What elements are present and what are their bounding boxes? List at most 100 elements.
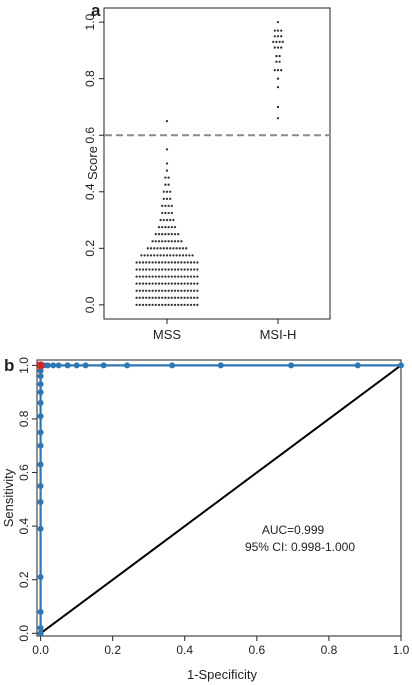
- score-dot: [135, 275, 138, 278]
- score-dot: [180, 240, 183, 243]
- score-dot: [153, 247, 156, 250]
- score-dot: [175, 247, 178, 250]
- score-dot: [165, 169, 169, 172]
- panel-a-x-ticks: MSS MSI-H: [153, 319, 296, 342]
- panel-a-y-tick-label: 0.2: [83, 240, 97, 257]
- score-dot: [148, 303, 151, 307]
- score-dot: [145, 303, 148, 307]
- score-dot: [151, 240, 154, 243]
- score-dot: [148, 296, 151, 299]
- roc-point: [354, 362, 361, 369]
- score-dot: [183, 275, 186, 278]
- panel-b-x-tick-label: 0.0: [32, 643, 49, 657]
- score-dot: [162, 218, 165, 222]
- score-dot: [161, 268, 164, 271]
- score-dot: [151, 289, 154, 292]
- score-dot: [141, 296, 145, 299]
- score-dot: [146, 254, 149, 257]
- score-dot: [183, 268, 186, 271]
- score-dot: [161, 275, 164, 278]
- score-dot: [161, 211, 164, 215]
- score-dot: [135, 282, 138, 285]
- score-dot: [191, 254, 194, 257]
- score-dot: [157, 261, 161, 264]
- score-dot: [164, 303, 167, 307]
- roc-point: [73, 362, 80, 369]
- panel-a-y-tick-label: 0.4: [83, 183, 97, 200]
- score-dot: [189, 261, 193, 264]
- score-dot: [177, 303, 180, 307]
- score-dot: [157, 303, 161, 307]
- score-dot: [183, 296, 186, 299]
- reference-diagonal-line: [40, 364, 402, 635]
- panel-a-y-axis-label: Score: [85, 146, 100, 180]
- panel-b-y-tick-label: 0.0: [17, 625, 31, 642]
- score-dot: [280, 46, 283, 49]
- score-dot: [276, 86, 280, 89]
- score-dot: [173, 303, 177, 307]
- score-dot: [172, 247, 175, 250]
- score-dot: [185, 254, 188, 257]
- panel-a-y-tick-label: 0.8: [83, 70, 97, 87]
- score-dot: [157, 275, 161, 278]
- score-dot: [162, 197, 165, 200]
- score-dot: [172, 254, 175, 257]
- score-dot: [177, 289, 180, 292]
- panel-a-y-ticks: 0.0 0.2 0.4 0.6 0.8 1.0: [83, 13, 104, 313]
- roc-point: [37, 461, 44, 468]
- score-dot: [173, 289, 177, 292]
- roc-point: [37, 630, 44, 637]
- roc-point: [64, 362, 71, 369]
- score-dot: [161, 240, 164, 243]
- score-dot: [170, 296, 173, 299]
- score-dot: [154, 240, 157, 243]
- score-dot: [161, 282, 164, 285]
- score-dot: [186, 275, 189, 278]
- score-dot: [181, 247, 185, 250]
- score-dot: [180, 289, 183, 292]
- score-dot: [180, 261, 183, 264]
- panel-b-x-tick-label: 0.8: [321, 643, 338, 657]
- score-dot: [188, 254, 191, 257]
- score-dot: [145, 261, 148, 264]
- score-dot: [135, 268, 138, 271]
- panel-b-y-tick-label: 0.6: [17, 464, 31, 481]
- score-dot: [173, 296, 177, 299]
- roc-point: [37, 429, 44, 436]
- auc-annotation: AUC=0.999: [262, 523, 325, 537]
- score-dot: [173, 225, 177, 229]
- score-dot: [143, 254, 146, 257]
- score-dot: [151, 268, 154, 271]
- roc-point: [37, 482, 44, 489]
- score-dot: [153, 254, 156, 257]
- score-dot: [157, 225, 161, 229]
- score-dot: [186, 296, 189, 299]
- score-dot: [170, 225, 173, 229]
- score-dot: [164, 183, 167, 186]
- score-dot: [169, 247, 172, 250]
- panel-b-x-tick-label: 0.2: [104, 643, 121, 657]
- score-dot: [193, 268, 196, 271]
- panel-b-label: b: [4, 356, 14, 375]
- score-dot: [189, 268, 193, 271]
- score-dot: [149, 254, 153, 257]
- score-dot: [164, 240, 167, 243]
- panel-b-y-axis-label: Sensitivity: [1, 468, 16, 527]
- score-dot: [154, 233, 157, 236]
- score-dot: [162, 247, 165, 250]
- roc-point: [44, 362, 51, 369]
- score-dot: [159, 247, 162, 250]
- score-dot: [172, 218, 175, 222]
- score-dot: [276, 29, 280, 32]
- roc-point: [37, 399, 44, 406]
- score-dot: [151, 261, 154, 264]
- score-dot: [276, 69, 280, 72]
- score-dot: [278, 54, 281, 58]
- score-dot: [170, 233, 173, 236]
- roc-point: [288, 362, 295, 369]
- score-dot: [196, 296, 199, 299]
- score-dot: [276, 117, 280, 120]
- panel-a-dots: [135, 20, 284, 307]
- score-dot: [148, 268, 151, 271]
- roc-point: [100, 362, 107, 369]
